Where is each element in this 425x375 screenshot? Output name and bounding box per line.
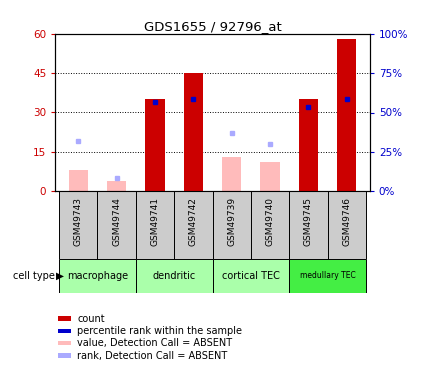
Bar — [97, 191, 136, 259]
Bar — [69, 170, 88, 191]
Bar — [337, 39, 356, 191]
Text: GSM49742: GSM49742 — [189, 196, 198, 246]
Text: GSM49740: GSM49740 — [266, 196, 275, 246]
Bar — [136, 259, 212, 292]
Text: GSM49739: GSM49739 — [227, 196, 236, 246]
Text: GSM49743: GSM49743 — [74, 196, 83, 246]
Bar — [174, 191, 212, 259]
Bar — [58, 341, 71, 345]
Text: medullary TEC: medullary TEC — [300, 271, 355, 280]
Text: cell type: cell type — [13, 271, 54, 280]
Text: GSM49746: GSM49746 — [342, 196, 351, 246]
Text: dendritic: dendritic — [153, 271, 196, 280]
Bar — [184, 73, 203, 191]
Bar — [58, 328, 71, 333]
Title: GDS1655 / 92796_at: GDS1655 / 92796_at — [144, 20, 281, 33]
Text: percentile rank within the sample: percentile rank within the sample — [77, 326, 242, 336]
Bar — [251, 191, 289, 259]
Text: GSM49741: GSM49741 — [150, 196, 159, 246]
Bar — [136, 191, 174, 259]
Text: ▶: ▶ — [56, 271, 64, 280]
Bar — [59, 259, 136, 292]
Bar — [145, 99, 164, 191]
Text: GSM49745: GSM49745 — [304, 196, 313, 246]
Text: macrophage: macrophage — [67, 271, 128, 280]
Bar — [212, 191, 251, 259]
Text: count: count — [77, 314, 105, 324]
Bar — [107, 181, 126, 191]
Bar — [289, 191, 328, 259]
Bar — [222, 157, 241, 191]
Bar — [299, 99, 318, 191]
Bar — [212, 259, 289, 292]
Bar — [328, 191, 366, 259]
Bar — [261, 162, 280, 191]
Text: rank, Detection Call = ABSENT: rank, Detection Call = ABSENT — [77, 351, 227, 361]
Bar — [289, 259, 366, 292]
Text: cortical TEC: cortical TEC — [222, 271, 280, 280]
Text: value, Detection Call = ABSENT: value, Detection Call = ABSENT — [77, 338, 232, 348]
Bar — [58, 353, 71, 358]
Bar — [58, 316, 71, 321]
Text: GSM49744: GSM49744 — [112, 196, 121, 246]
Bar — [59, 191, 97, 259]
